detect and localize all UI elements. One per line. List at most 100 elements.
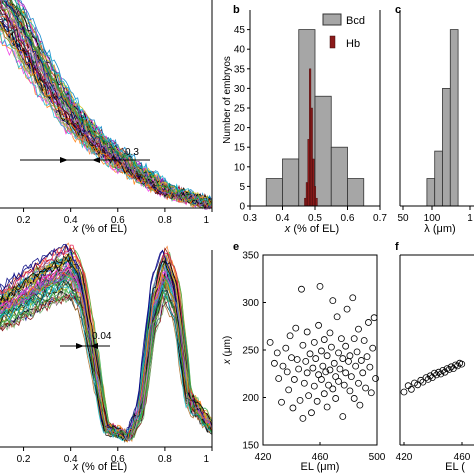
panel-e-point	[279, 362, 287, 370]
panel-e-point	[370, 314, 378, 322]
bcd-bar	[330, 146, 348, 207]
panel-e-point	[353, 348, 361, 356]
panel-e-point	[352, 362, 360, 370]
panel-e-point	[303, 369, 311, 377]
bcd-bar	[314, 95, 332, 207]
panel-e-point	[366, 363, 374, 371]
panel-a-annotation-label: 0.3	[125, 147, 139, 158]
panel-a-axes	[0, 0, 213, 209]
panel-c-xticks: 50 100 1	[397, 206, 473, 224]
panel-e-point	[355, 379, 362, 387]
panel-e-point	[285, 386, 293, 394]
panel-e-point	[345, 357, 352, 365]
panel-e-point	[326, 329, 334, 337]
panel-e-xtick-label: 420	[255, 452, 272, 463]
panel-a-curves	[0, 0, 213, 210]
panel-e-point	[322, 368, 330, 376]
panel-f-xlabel: EL (	[445, 461, 465, 473]
hb-bar	[304, 197, 307, 207]
panel-e-point	[320, 390, 328, 398]
panel-d-annotation-label: 0.04	[92, 331, 112, 342]
panel-c: c 50 100 1 λ (μm)	[395, 4, 474, 235]
panel-a-xticks: 0.2 0.4 0.6 0.8 1	[17, 208, 213, 226]
panel-e-point	[323, 403, 331, 411]
panel-f-point	[431, 369, 438, 377]
panel-e-point	[290, 376, 298, 383]
panel-b-ytick-label: 25	[234, 104, 246, 115]
panel-d-curve	[0, 255, 213, 439]
panel-e-xticks: 420 460 500	[255, 442, 386, 463]
panel-e-point	[369, 344, 377, 352]
panel-e-point	[286, 332, 294, 340]
bcd-bar	[347, 178, 365, 207]
panel-e-point	[310, 338, 318, 346]
panel-e-point	[350, 395, 358, 402]
panel-e-point	[362, 384, 370, 392]
panel-e-point	[367, 389, 375, 397]
panel-c-bar	[442, 88, 451, 207]
legend-bcd-label: Bcd	[346, 15, 365, 27]
panel-b-xtick-label: 0.5	[308, 213, 322, 224]
panel-e-point	[356, 401, 364, 409]
panel-f-point	[404, 382, 412, 390]
panel-b-xticks: 0.3 0.4 0.5 0.6 0.7	[243, 206, 387, 224]
panel-a-annotation: 0.3	[20, 147, 150, 163]
panel-e-point	[296, 396, 304, 404]
panel-f: f 420 460 EL (	[395, 241, 474, 473]
panel-e-point	[363, 353, 371, 361]
panel-e-point	[278, 398, 285, 406]
panel-e-xtick-label: 460	[312, 452, 329, 463]
panel-a-curve	[0, 6, 213, 206]
panel-a-xtick-label: 0.4	[64, 215, 78, 226]
panel-e-point	[335, 349, 342, 357]
panel-e-point	[318, 347, 325, 355]
panel-e-point	[295, 365, 303, 373]
panel-f-point	[400, 388, 408, 396]
panel-a-curve	[0, 4, 213, 207]
panel-a-curve	[0, 25, 213, 210]
panel-c-letter: c	[395, 4, 401, 16]
panel-d-annotation: 0.04	[60, 331, 112, 349]
panel-f-point	[417, 376, 425, 384]
panel-e-point	[308, 409, 315, 417]
panel-b-bars	[265, 29, 365, 207]
panel-e-point	[342, 369, 350, 377]
panel-b-ylabel: Number of embryos	[222, 56, 233, 144]
panel-f-point	[419, 378, 427, 386]
panel-d-xlabel: x (% of EL)	[72, 461, 127, 473]
panel-e-point	[300, 379, 308, 387]
panel-e-point	[289, 404, 297, 412]
panel-f-point	[407, 385, 415, 393]
panel-e-point	[337, 335, 345, 343]
panel-e-point	[339, 413, 347, 420]
panel-c-bars	[426, 29, 459, 207]
panel-b-ytick-label: 35	[234, 64, 246, 75]
panel-b-ytick-label: 15	[234, 143, 246, 154]
panel-e-point	[319, 362, 327, 370]
panel-e-point	[349, 294, 357, 302]
panel-e-point	[347, 373, 355, 381]
panel-a-curve	[0, 0, 213, 209]
panel-f-axes	[399, 254, 474, 446]
panel-d-xtick-label: 1	[203, 454, 209, 465]
panel-e-point	[343, 305, 351, 313]
panel-e-point	[339, 355, 347, 362]
panel-e-point	[299, 341, 307, 349]
panel-f-xtick-label: 420	[396, 452, 413, 463]
panel-e-point	[306, 350, 314, 358]
panel-a: 0.2 0.4 0.6 0.8 1 x (% of EL) 0.3	[0, 0, 213, 235]
panel-d-curves	[0, 242, 213, 443]
panel-e-point	[318, 376, 325, 383]
panel-a-curve	[0, 25, 213, 209]
panel-b-legend: Bcd Hb	[322, 13, 365, 50]
panel-e-point	[335, 377, 342, 385]
hb-bar	[305, 182, 308, 207]
panel-e-point	[355, 325, 362, 333]
panel-e-point	[323, 352, 331, 360]
hb-bar	[315, 197, 318, 207]
panel-e-ylabel: x (μm)	[222, 336, 233, 366]
panel-b-xlabel: x (% of EL)	[284, 223, 339, 235]
panel-e-point	[270, 359, 278, 367]
panel-e-point	[283, 368, 291, 376]
panel-c-axes	[399, 10, 474, 207]
